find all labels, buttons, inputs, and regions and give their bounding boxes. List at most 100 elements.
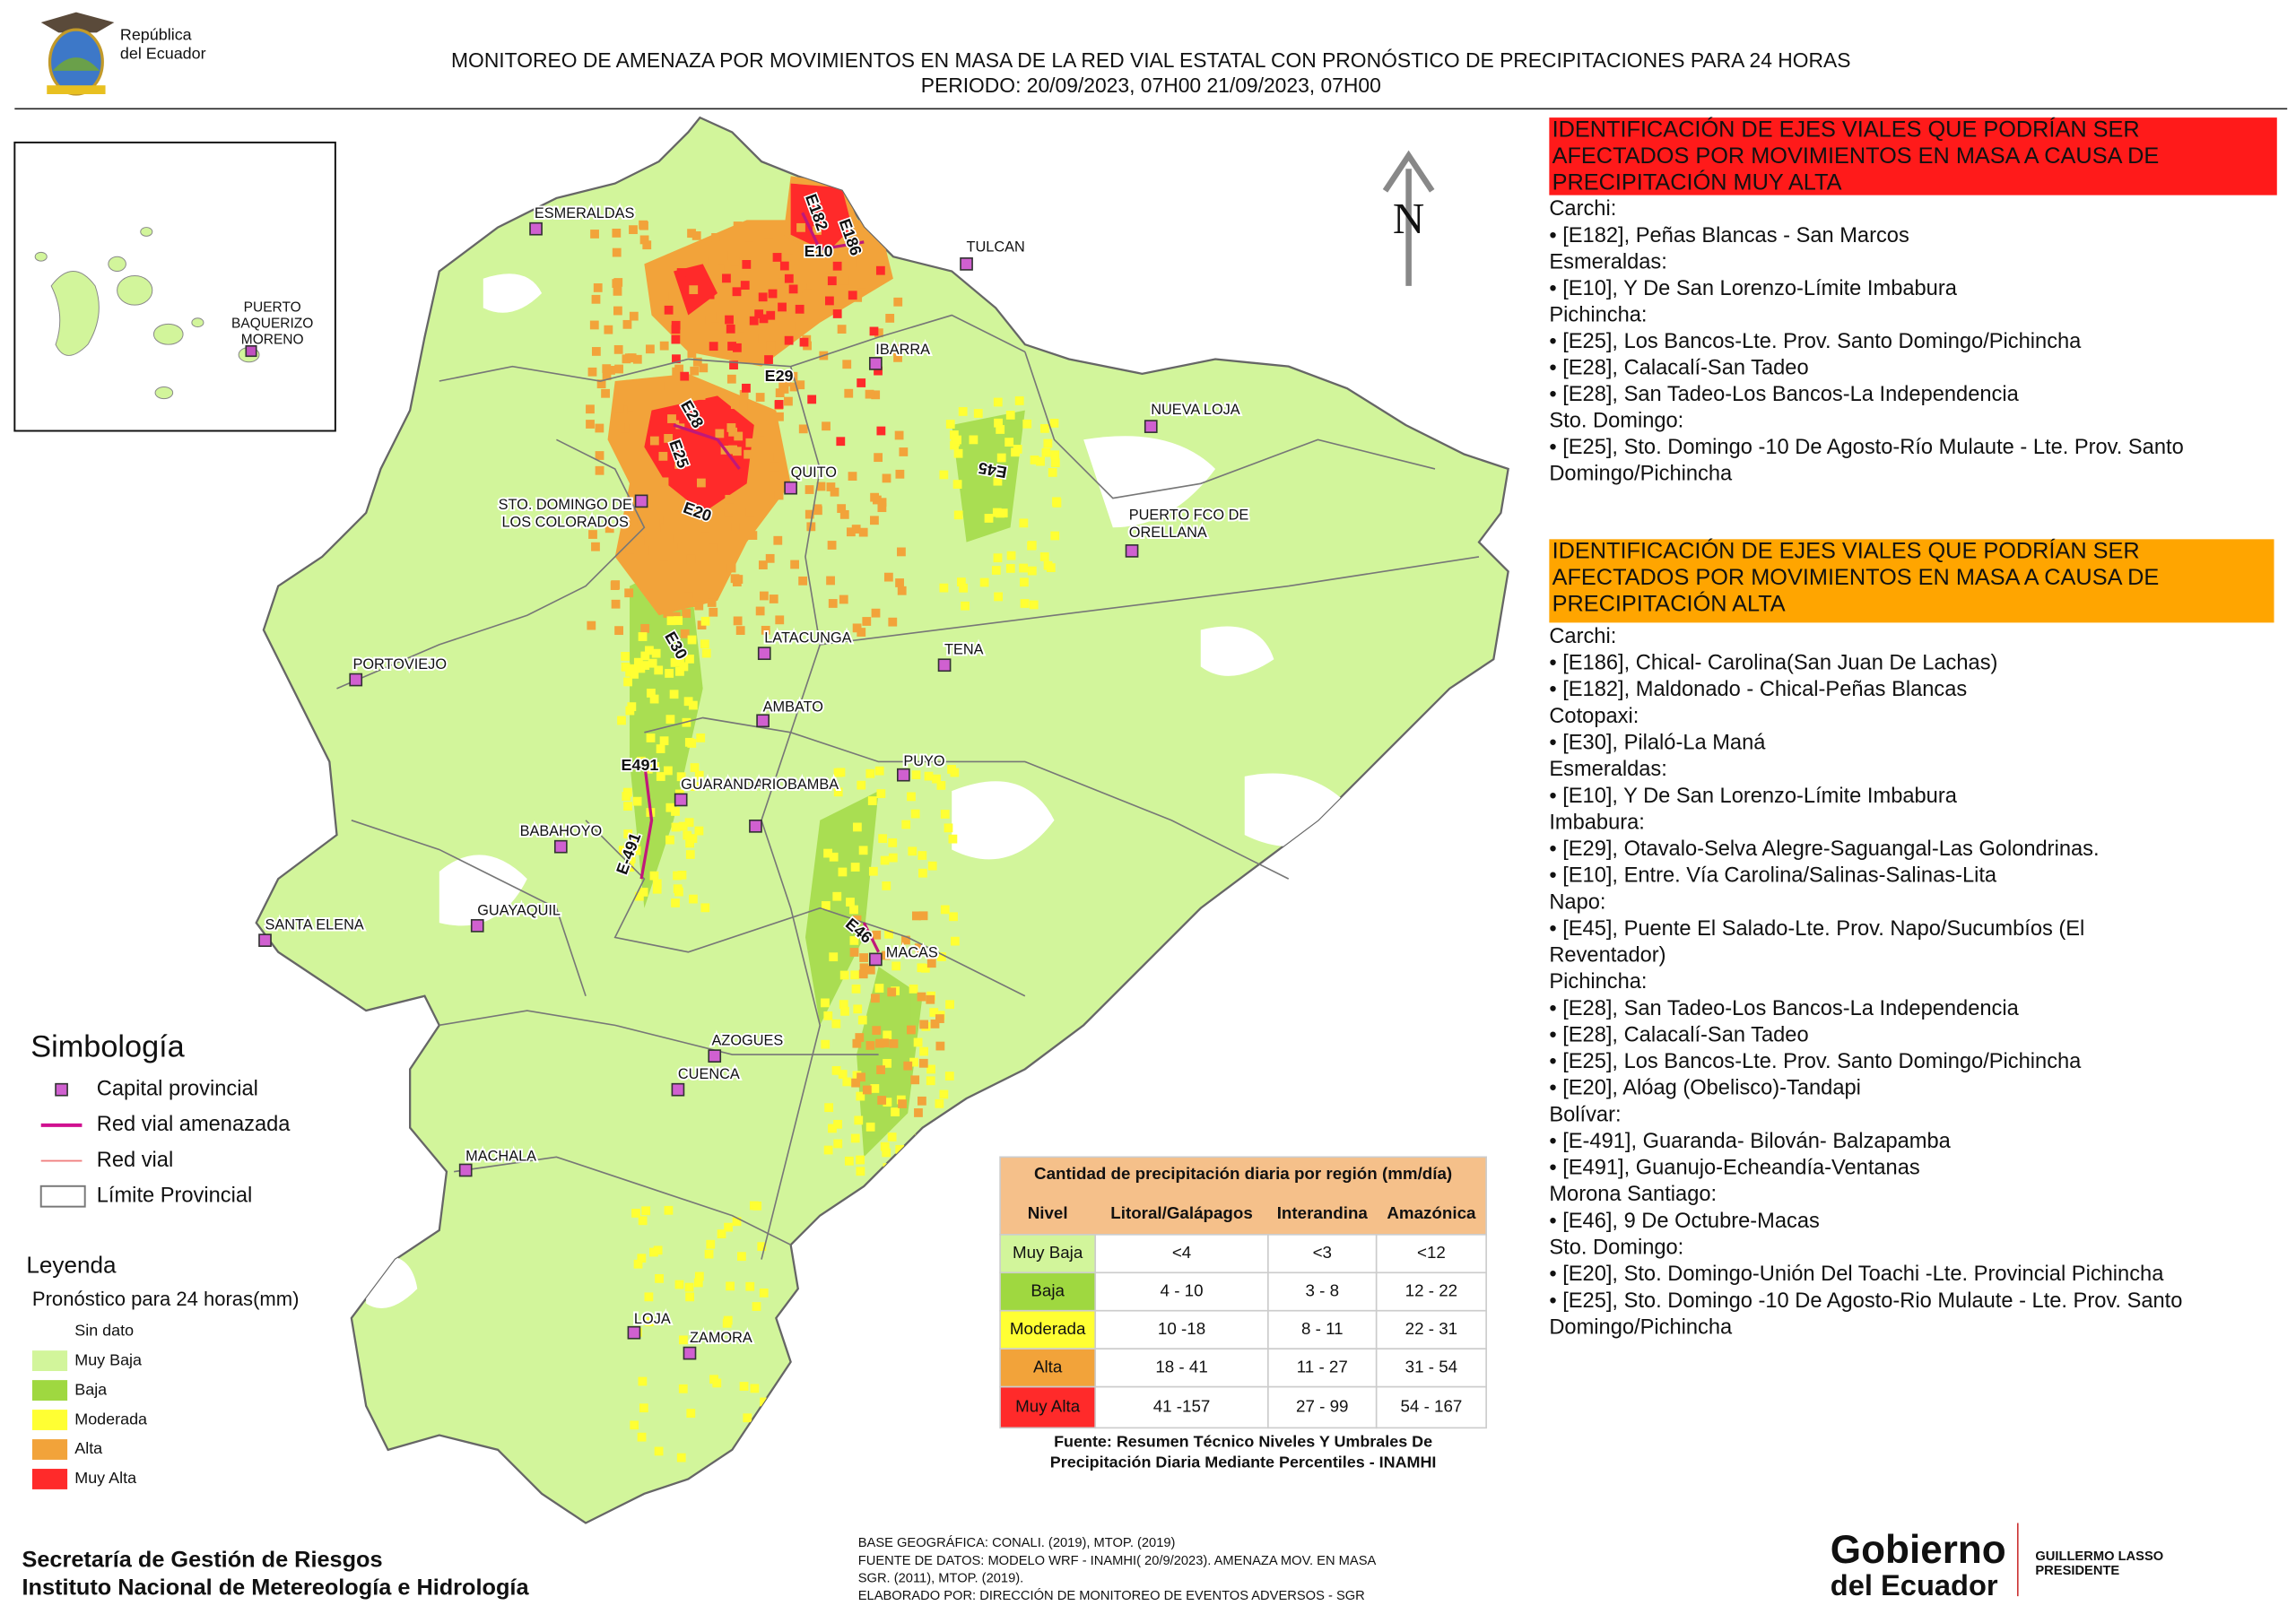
- precip-cell: [639, 221, 648, 230]
- precip-cell: [694, 1271, 704, 1281]
- symbology-item: Límite Provincial: [97, 1184, 253, 1207]
- precip-cell: [652, 884, 662, 894]
- precip-cell: [929, 1008, 939, 1017]
- precip-cell: [684, 1282, 694, 1292]
- precip-cell: [1046, 563, 1056, 573]
- city-label: STO. DOMINGO DE: [499, 497, 632, 513]
- precip-cell: [624, 588, 634, 598]
- precip-cell: [816, 482, 826, 491]
- panel-line: • [E10], Y De San Lorenzo-Límite Imbabur…: [1549, 785, 1957, 808]
- capital-marker: [784, 481, 797, 495]
- capital-marker: [897, 768, 910, 782]
- precip-cell: [850, 863, 860, 872]
- precip-cell: [839, 1000, 848, 1010]
- precip-cell: [742, 322, 751, 332]
- precip-cell: [705, 290, 715, 299]
- precip-cell: [1005, 564, 1015, 573]
- precip-cell: [621, 652, 631, 661]
- precip-cell: [675, 420, 685, 430]
- precip-cell: [768, 289, 778, 299]
- precip-cell: [875, 265, 885, 275]
- precip-cell: [688, 700, 698, 710]
- precip-cell: [888, 617, 898, 627]
- precip-cell: [741, 346, 751, 356]
- footer-credit: BASE GEOGRÁFICA: CONALI. (2019), MTOP. (…: [858, 1535, 1176, 1550]
- precip-cell: [595, 465, 604, 475]
- precip-cell: [883, 1098, 892, 1107]
- precip-cell: [877, 498, 887, 508]
- precip-cell: [857, 378, 866, 387]
- table-cell-text: 8 - 11: [1301, 1319, 1344, 1338]
- precip-cell: [761, 625, 770, 635]
- precip-cell: [766, 420, 776, 429]
- table-cell-text: 12 - 22: [1405, 1280, 1457, 1299]
- precip-cell: [685, 655, 694, 664]
- precip-cell: [715, 265, 725, 274]
- precip-cell: [747, 402, 757, 412]
- table-source: Precipitación Diaria Mediante Percentile…: [1050, 1453, 1437, 1471]
- precip-cell: [674, 460, 684, 469]
- precip-cell: [665, 319, 674, 329]
- precip-cell: [676, 268, 686, 277]
- precip-cell: [622, 319, 632, 329]
- symbology-title: Simbología: [30, 1030, 185, 1064]
- precip-cell: [659, 736, 669, 746]
- precip-cell: [856, 1091, 865, 1101]
- city-label: PUERTO FCO DE: [1129, 508, 1249, 524]
- precip-cell: [700, 523, 710, 533]
- precip-cell: [804, 509, 814, 519]
- precip-cell: [774, 400, 784, 409]
- precip-cell: [894, 430, 904, 440]
- table-cell: [1267, 1309, 1378, 1350]
- map-fills: [366, 176, 1362, 1462]
- precip-cell: [670, 658, 680, 667]
- panel-line: • [E29], Otavalo-Selva Alegre-Saguangal-…: [1549, 838, 2099, 861]
- precip-cell: [648, 658, 657, 668]
- precip-cell: [744, 241, 754, 250]
- north-label: N: [1393, 194, 1424, 243]
- precip-cell: [659, 341, 669, 351]
- precip-cell: [679, 1335, 688, 1345]
- table-cell: [1094, 1234, 1269, 1274]
- precip-cell: [914, 943, 924, 953]
- table-cell-text: Muy Baja: [1013, 1243, 1083, 1262]
- precip-cell: [696, 733, 706, 742]
- precip-cell: [588, 530, 597, 539]
- precip-cell: [602, 371, 612, 380]
- precip-cell: [790, 560, 799, 569]
- precip-cell: [821, 1039, 831, 1049]
- precip-cell: [624, 402, 634, 412]
- precip-cell: [631, 846, 641, 855]
- capital-marker: [868, 952, 883, 967]
- precip-cell: [796, 222, 805, 232]
- logo-text: República: [120, 25, 192, 43]
- precip-cell: [932, 1125, 942, 1135]
- precip-cell: [683, 378, 692, 387]
- precip-cell: [842, 360, 852, 369]
- precip-cell: [637, 1432, 647, 1442]
- precip-cell: [824, 296, 834, 306]
- precip-cell: [679, 414, 689, 424]
- precip-cell: [755, 393, 765, 402]
- precip-cell: [692, 357, 702, 367]
- precip-cell: [910, 1075, 920, 1085]
- panel-title: PRECIPITACIÓN MUY ALTA: [1552, 169, 1842, 195]
- precip-cell: [917, 1143, 926, 1153]
- precip-cell: [713, 336, 723, 345]
- panel-title: AFECTADOS POR MOVIMIENTOS EN MASA A CAUS…: [1552, 565, 2160, 590]
- symbology-item: Capital provincial: [97, 1077, 258, 1100]
- precip-cell: [689, 894, 698, 904]
- precip-cell: [676, 1453, 686, 1462]
- precip-cell: [865, 1041, 875, 1050]
- precip-cell: [807, 395, 817, 404]
- precip-cell: [984, 514, 994, 523]
- capital-marker: [674, 793, 688, 807]
- precip-cell: [659, 477, 669, 487]
- precip-cell: [940, 905, 950, 915]
- precip-cell: [1019, 563, 1029, 573]
- precip-cell: [849, 936, 859, 945]
- precip-cell: [832, 309, 842, 318]
- precip-cell: [623, 677, 632, 687]
- precip-cell: [856, 1167, 865, 1176]
